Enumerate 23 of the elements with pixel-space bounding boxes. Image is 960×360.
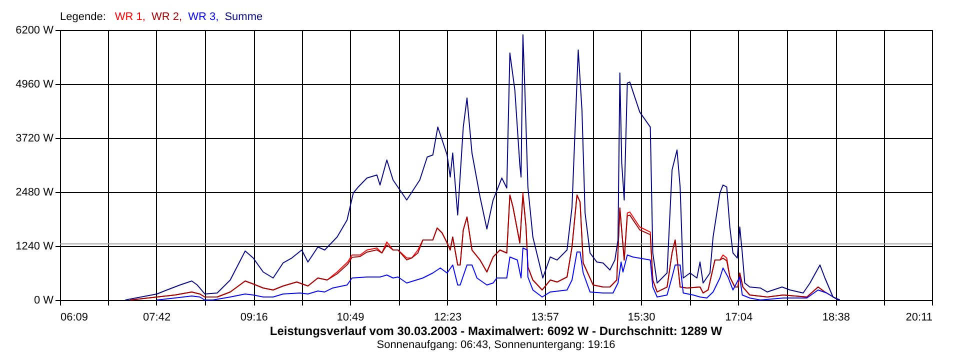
y-tick-label: 4960 W [16, 78, 54, 90]
x-tick-label: 15:30 [628, 312, 656, 324]
y-tick-label: 3720 W [16, 132, 54, 144]
legend-title: Legende: [60, 11, 106, 23]
text: WR 1, [114, 11, 146, 23]
text: WR 2, [152, 11, 182, 23]
y-tick-label: 6200 W [16, 24, 54, 36]
x-tick-label: 07:42 [143, 312, 171, 324]
x-tick-label: 17:04 [725, 312, 753, 324]
x-tick-label: 20:11 [906, 312, 932, 324]
text: Summe [224, 11, 263, 23]
text: WR 3, [188, 11, 219, 23]
y-tick-label: 0 W [34, 294, 54, 306]
text: Leistungsverlauf vom 30.03.2003 - Maximalwert: 6092 W - Durchschnitt: 1289 W [270, 324, 723, 338]
text: Sonnenaufgang: 06:43, Sonnenuntergang: 19:16 [376, 339, 616, 351]
x-tick-label: 06:09 [60, 312, 88, 324]
y-tick-label: 2480 W [16, 186, 54, 198]
x-tick-label: 18:38 [822, 312, 850, 324]
x-tick-label: 09:16 [240, 312, 268, 324]
x-tick-label: 12:23 [434, 312, 462, 324]
x-tick-label: 13:57 [531, 312, 559, 324]
y-tick-label: 1240 W [16, 240, 54, 252]
x-tick-label: 10:49 [336, 312, 364, 324]
